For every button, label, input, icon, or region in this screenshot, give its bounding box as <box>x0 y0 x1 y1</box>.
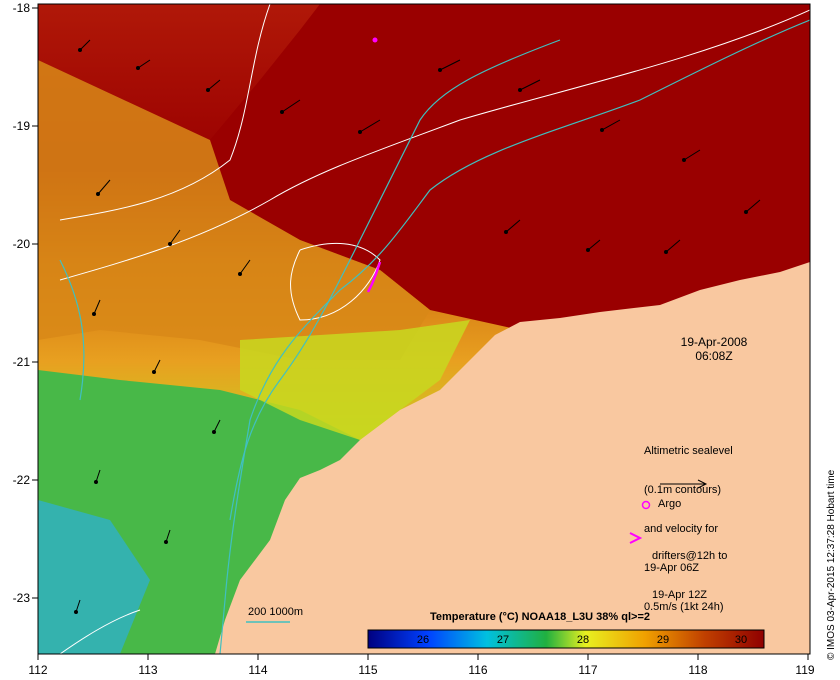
lat-label-23: -23 <box>13 591 31 605</box>
mid-band <box>38 60 430 360</box>
warm-pool <box>210 4 810 330</box>
legend-line-3: and velocity for <box>644 523 718 535</box>
colorbar-tick-27: 27 <box>497 634 509 646</box>
map-date: 19-Apr-2008 <box>681 335 748 349</box>
plot-frame <box>37 3 811 655</box>
drifter-track <box>366 261 382 293</box>
legend-line-4: 19-Apr 06Z <box>644 562 700 574</box>
lat-label-19: -19 <box>13 119 31 133</box>
argo-legend-label: Argo <box>658 498 682 510</box>
isobath-legend-label: 200 1000m <box>248 606 303 618</box>
lat-ticks <box>32 7 38 599</box>
argo-legend-icon <box>641 500 651 510</box>
argo-float-marker <box>372 37 378 43</box>
lon-label-116: 116 <box>468 663 487 677</box>
land <box>215 262 810 654</box>
drifter-legend-icon <box>629 532 643 544</box>
colorbar-tick-30: 30 <box>735 634 747 646</box>
velocity-arrows <box>74 39 761 614</box>
lon-ticks <box>37 654 809 660</box>
coastal-yellow <box>240 320 470 440</box>
lon-label-117: 117 <box>578 663 597 677</box>
legend-line-5: 0.5m/s (1kt 24h) <box>644 601 724 613</box>
lon-label-119: 119 <box>795 663 814 677</box>
legend-line-2: (0.1m contours) <box>644 484 722 496</box>
lon-label-114: 114 <box>248 663 267 677</box>
colorbar <box>367 629 765 649</box>
velocity-scale-arrowhead <box>697 479 708 489</box>
lon-label-112: 112 <box>28 663 47 677</box>
lon-label-115: 115 <box>358 663 377 677</box>
map-time: 06:08Z <box>695 349 732 363</box>
drifter-legend: drifters@12h to 19-Apr 12Z <box>652 524 727 615</box>
colorbar-tick-26: 26 <box>417 634 429 646</box>
altimetry-legend: Altimetric sealevel (0.1m contours) and … <box>644 419 733 627</box>
drifter-line-1: drifters@12h to <box>652 550 728 562</box>
cold-patch <box>38 500 150 654</box>
drifter-line-2: 19-Apr 12Z <box>652 589 708 601</box>
colorbar-tick-29: 29 <box>657 634 669 646</box>
colorbar-title: Temperature (°C) NOAA18_L3U 38% ql>=2 <box>430 611 650 623</box>
lat-label-18: -18 <box>13 1 31 15</box>
lat-label-22: -22 <box>13 473 31 487</box>
colorbar-tick-28: 28 <box>577 634 589 646</box>
lon-label-113: 113 <box>138 663 157 677</box>
credit-text: © IMOS 03-Apr-2015 12:37:28 Hobart time <box>826 469 837 660</box>
lat-label-21: -21 <box>13 355 31 369</box>
isobath-contours <box>59 19 810 654</box>
lon-label-118: 118 <box>688 663 707 677</box>
legend-line-1: Altimetric sealevel <box>644 445 733 457</box>
lat-label-20: -20 <box>13 237 31 251</box>
